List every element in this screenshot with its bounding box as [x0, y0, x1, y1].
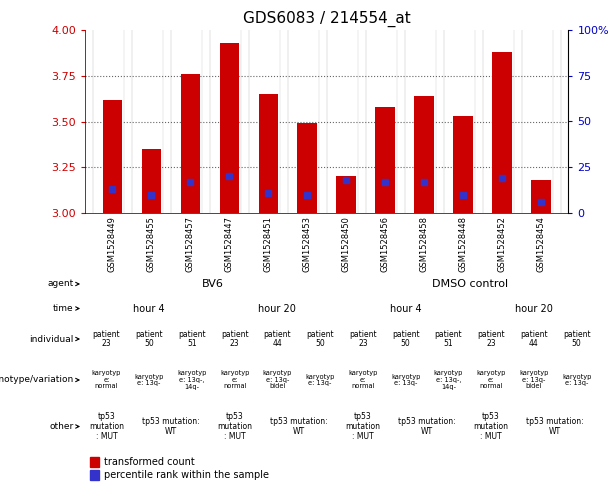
Text: karyotyp
e: 13q-
bidel: karyotyp e: 13q- bidel [263, 370, 292, 389]
Text: tp53
mutation
: MUT: tp53 mutation : MUT [89, 412, 124, 440]
Bar [259, 94, 278, 213]
Bar [297, 123, 317, 213]
Text: patient
51: patient 51 [178, 330, 206, 348]
Text: patient
44: patient 44 [520, 330, 547, 348]
Text: patient
23: patient 23 [221, 330, 248, 348]
Bar [180, 74, 200, 213]
Text: patient
50: patient 50 [563, 330, 590, 348]
Bar [454, 116, 473, 213]
Text: patient
23: patient 23 [93, 330, 120, 348]
Text: DMSO control: DMSO control [432, 279, 508, 289]
Text: patient
51: patient 51 [435, 330, 462, 348]
Text: patient
44: patient 44 [264, 330, 291, 348]
Text: time: time [53, 304, 74, 313]
Bar [90, 470, 99, 480]
Text: karyotyp
e:
normal: karyotyp e: normal [476, 370, 506, 389]
Text: hour 4: hour 4 [133, 303, 165, 313]
Text: tp53
mutation
: MUT: tp53 mutation : MUT [474, 412, 509, 440]
Text: percentile rank within the sample: percentile rank within the sample [104, 470, 269, 480]
Bar [376, 107, 395, 213]
Text: patient
23: patient 23 [349, 330, 376, 348]
Text: tp53 mutation:
WT: tp53 mutation: WT [527, 417, 584, 436]
Bar [142, 149, 161, 213]
Text: karyotyp
e:
normal: karyotyp e: normal [92, 370, 121, 389]
Text: hour 20: hour 20 [515, 303, 553, 313]
Text: hour 20: hour 20 [259, 303, 296, 313]
Text: karyotyp
e: 13q-: karyotyp e: 13q- [134, 374, 164, 386]
Text: tp53 mutation:
WT: tp53 mutation: WT [398, 417, 456, 436]
Text: karyotyp
e: 13q-: karyotyp e: 13q- [391, 374, 421, 386]
Bar [102, 99, 122, 213]
Bar [337, 176, 356, 213]
Text: other: other [49, 422, 74, 431]
Text: tp53
mutation
: MUT: tp53 mutation : MUT [217, 412, 252, 440]
Text: agent: agent [47, 280, 74, 288]
Title: GDS6083 / 214554_at: GDS6083 / 214554_at [243, 11, 411, 27]
Text: karyotyp
e: 13q-,
14q-: karyotyp e: 13q-, 14q- [177, 370, 207, 389]
Text: hour 4: hour 4 [390, 303, 422, 313]
Text: patient
50: patient 50 [306, 330, 334, 348]
Text: karyotyp
e: 13q-: karyotyp e: 13q- [562, 374, 592, 386]
Text: genotype/variation: genotype/variation [0, 375, 74, 384]
Text: BV6: BV6 [202, 279, 224, 289]
Text: tp53 mutation:
WT: tp53 mutation: WT [270, 417, 327, 436]
Text: patient
50: patient 50 [392, 330, 419, 348]
Text: patient
50: patient 50 [135, 330, 163, 348]
Text: individual: individual [29, 335, 74, 343]
Text: tp53 mutation:
WT: tp53 mutation: WT [142, 417, 199, 436]
Bar [531, 180, 551, 213]
Bar [414, 96, 434, 213]
Text: karyotyp
e: 13q-,
14q-: karyotyp e: 13q-, 14q- [433, 370, 463, 389]
Bar [492, 52, 512, 213]
Text: transformed count: transformed count [104, 457, 195, 467]
Text: tp53
mutation
: MUT: tp53 mutation : MUT [345, 412, 381, 440]
Text: karyotyp
e: 13q-: karyotyp e: 13q- [305, 374, 335, 386]
Text: karyotyp
e: 13q-
bidel: karyotyp e: 13q- bidel [519, 370, 549, 389]
Bar [219, 43, 239, 213]
Text: karyotyp
e:
normal: karyotyp e: normal [348, 370, 378, 389]
Bar [90, 457, 99, 467]
Text: patient
23: patient 23 [478, 330, 505, 348]
Text: karyotyp
e:
normal: karyotyp e: normal [220, 370, 249, 389]
